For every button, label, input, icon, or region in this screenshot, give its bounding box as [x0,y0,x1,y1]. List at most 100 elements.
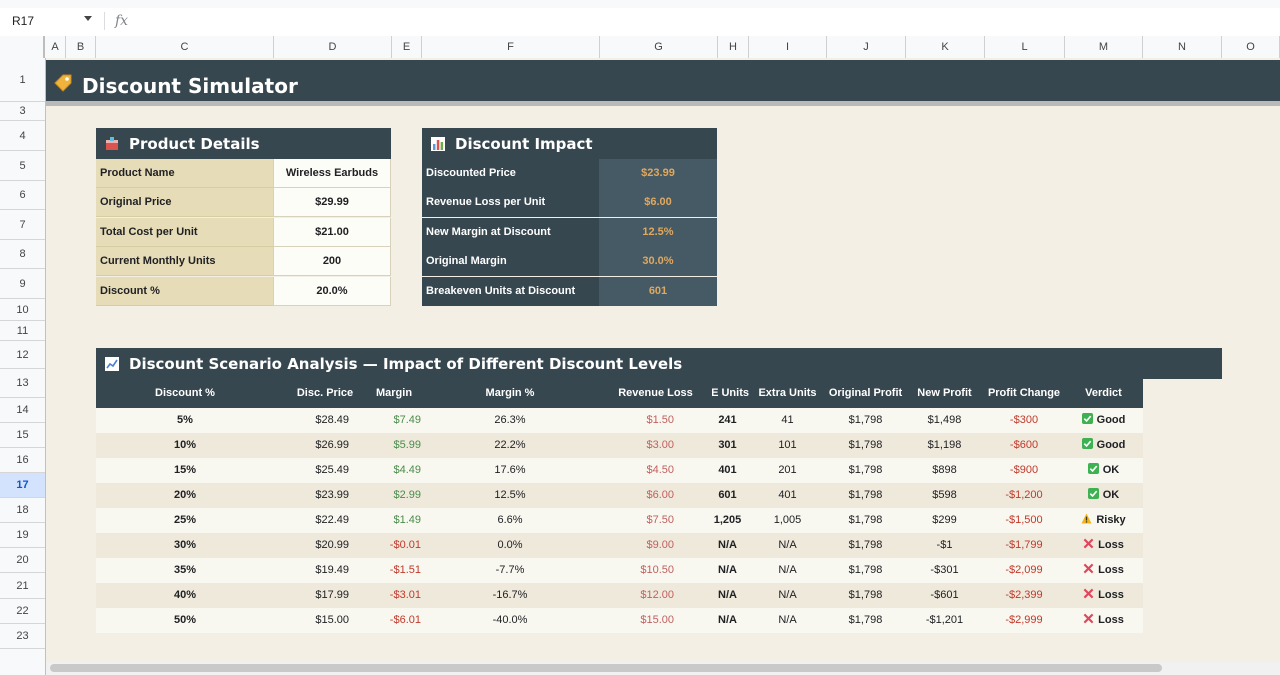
verdict-label: Loss [1098,614,1124,626]
scrollbar-thumb[interactable] [50,664,1162,672]
row-header-21[interactable]: 21 [0,573,45,599]
chevron-down-icon[interactable] [84,16,92,21]
row-header-19[interactable]: 19 [0,523,45,548]
column-header-h[interactable]: H [718,36,749,58]
column-header-l[interactable]: L [985,36,1065,58]
cell-rev-loss: $6.00 [646,489,674,501]
cell-margin-pct: -7.7% [495,564,525,576]
row-header-12[interactable]: 12 [0,341,45,369]
row-header-16[interactable]: 16 [0,448,45,473]
row-header-7[interactable]: 7 [0,210,45,240]
check-icon [1081,413,1093,424]
col-verdict: Verdict [1085,387,1122,399]
row-header-17[interactable]: 17 [0,473,45,498]
product-details-header: Product Details [96,128,391,159]
verdict-cell: Good [1064,433,1143,458]
column-header-f[interactable]: F [422,36,600,58]
cell-discount: 5% [177,414,193,426]
cell-margin-pct: 17.6% [494,464,526,476]
row-header-15[interactable]: 15 [0,423,45,448]
row-header-11[interactable]: 11 [0,321,45,341]
verdict-cell: Risky [1064,508,1143,533]
column-header-n[interactable]: N [1143,36,1222,58]
cell-rev-loss: $15.00 [640,614,674,626]
verdict-cell: Good [1064,408,1143,433]
column-header-i[interactable]: I [749,36,827,58]
cell-extra: N/A [778,564,797,576]
product-detail-input[interactable]: $21.00 [273,218,391,247]
row-header-23[interactable]: 23 [0,624,45,649]
name-box[interactable]: R17 [12,14,35,28]
page-title: Discount Simulator [82,74,298,98]
select-all-corner[interactable] [0,36,45,58]
verdict-label: Risky [1096,514,1126,526]
discount-impact-header: Discount Impact [422,128,717,159]
divider [46,101,1280,106]
bar-chart-icon [431,137,445,151]
column-header-g[interactable]: G [600,36,718,58]
product-detail-label: Current Monthly Units [96,247,273,276]
sheet-grid[interactable]: Discount Simulator Product Details Produ… [46,58,1280,662]
row-header-5[interactable]: 5 [0,151,45,181]
cell-new-profit: -$301 [930,564,959,576]
product-detail-input[interactable]: 20.0% [273,277,391,306]
column-header-a[interactable]: A [45,36,66,58]
row-header-bar: 1 3 4 5 6 7 8 9 10 11 12 13 14 15 16 17 18 19 20 21 22 23 [0,58,46,675]
cell-extra: 101 [778,439,797,451]
cross-icon [1083,613,1094,624]
cell-discount: 25% [173,514,197,526]
row-header-4[interactable]: 4 [0,121,45,151]
column-header-o[interactable]: O [1222,36,1280,58]
cell-new-profit: -$601 [930,589,959,601]
col-new-profit: New Profit [917,387,972,399]
cell-extra: 201 [778,464,797,476]
cell-margin: -$6.01 [389,614,421,626]
cell-margin-pct: 6.6% [497,514,523,526]
row-header-8[interactable]: 8 [0,240,45,269]
product-detail-label: Total Cost per Unit [96,218,273,247]
cell-orig-profit: $1,798 [848,439,883,451]
scenario-analysis-title: Discount Scenario Analysis — Impact of D… [129,355,683,373]
row-header-1[interactable]: 1 [0,58,45,102]
row-header-9[interactable]: 9 [0,269,45,299]
cell-be-units: N/A [718,564,737,576]
table-row: 35% $19.49 -$1.51 -7.7% $10.50 N/A N/A $1,798 -$… [96,558,1143,583]
cell-be-units: N/A [718,589,737,601]
cell-margin-pct: 22.2% [494,439,526,451]
price-tag-icon [54,74,72,92]
row-header-18[interactable]: 18 [0,498,45,523]
cell-change: -$2,099 [1005,564,1043,576]
column-header-e[interactable]: E [392,36,422,58]
cell-extra: 41 [781,414,794,426]
row-header-10[interactable]: 10 [0,299,45,321]
cell-new-profit: -$1,201 [925,614,964,626]
product-details-title: Product Details [129,135,260,153]
product-detail-input[interactable]: 200 [273,247,391,276]
row-header-13[interactable]: 13 [0,369,45,398]
row-header-3[interactable]: 3 [0,102,45,121]
column-header-m[interactable]: M [1065,36,1143,58]
column-header-d[interactable]: D [274,36,392,58]
row-header-6[interactable]: 6 [0,181,45,210]
column-header-j[interactable]: J [827,36,906,58]
column-header-k[interactable]: K [906,36,985,58]
product-detail-input[interactable]: Wireless Earbuds [273,159,391,188]
verdict-label: OK [1102,464,1120,476]
column-header-b[interactable]: B [66,36,96,58]
cell-margin: -$1.51 [389,564,421,576]
verdict-cell: OK [1064,458,1143,483]
cell-orig-profit: $1,798 [848,464,883,476]
cell-rev-loss: $7.50 [646,514,674,526]
cell-orig-profit: $1,798 [848,514,883,526]
verdict-cell: Loss [1064,608,1143,633]
product-detail-input[interactable]: $29.99 [273,188,391,217]
row-header-20[interactable]: 20 [0,548,45,573]
column-header-c[interactable]: C [96,36,274,58]
scenario-analysis-header: Discount Scenario Analysis — Impact of D… [96,348,1222,379]
discount-impact-value: $6.00 [599,188,717,217]
row-header-22[interactable]: 22 [0,599,45,624]
discount-impact-label: Original Margin [422,247,599,276]
product-detail-label: Original Price [96,188,273,217]
horizontal-scrollbar[interactable] [46,662,1280,675]
row-header-14[interactable]: 14 [0,398,45,423]
